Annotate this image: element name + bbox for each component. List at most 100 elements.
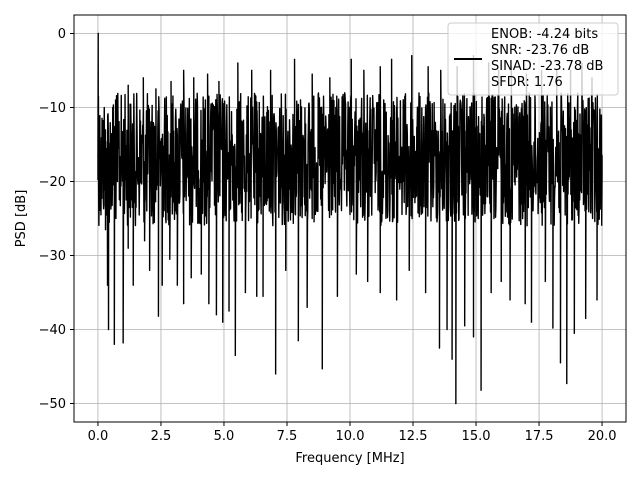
x-tick-label: 17.5 (525, 429, 554, 444)
psd-data-point (350, 58, 352, 61)
psd-data-point (155, 88, 157, 90)
psd-data-point (106, 284, 109, 286)
x-tick-label: 12.5 (399, 429, 428, 444)
psd-data-point (228, 310, 230, 312)
psd-data-point (524, 303, 526, 305)
psd-data-point (183, 303, 185, 305)
psd-data-point (480, 389, 482, 391)
psd-data-point (490, 291, 492, 294)
psd-data-point (244, 291, 246, 294)
psd-data-point (585, 317, 587, 319)
x-tick-label: 15.0 (462, 429, 491, 444)
psd-data-point (293, 58, 296, 61)
y-tick-label: −30 (39, 249, 66, 264)
psd-data-point (321, 368, 323, 370)
x-tick-label: 5.0 (214, 429, 235, 444)
psd-data-point (170, 81, 172, 83)
psd-data-point (97, 95, 100, 97)
psd-data-point (149, 269, 151, 271)
psd-data-point (161, 284, 163, 286)
y-tick-label: 0 (58, 27, 66, 42)
legend-line-snr: SNR: -23.76 dB (491, 43, 589, 58)
psd-data-point (215, 314, 218, 316)
psd-data-point (107, 328, 110, 331)
psd-data-point (251, 69, 253, 72)
psd-data-point (200, 273, 202, 275)
psd-data-point (234, 354, 236, 356)
psd-data-point (122, 342, 124, 344)
legend-line-sinad: SINAD: -23.78 dB (491, 59, 603, 74)
x-tick-label: 0.0 (88, 429, 109, 444)
psd-data-point (193, 77, 195, 79)
y-tick-label: −40 (39, 323, 66, 338)
psd-data-point (411, 55, 413, 57)
psd-data-point (157, 315, 160, 317)
legend-box (447, 22, 619, 96)
psd-data-point (363, 69, 365, 72)
psd-data-point (559, 362, 562, 364)
psd-data-point (573, 332, 575, 334)
psd-data-point (379, 291, 381, 294)
psd-data-point (396, 299, 398, 301)
psd-data-point (306, 306, 308, 308)
psd-data-point (100, 214, 102, 216)
y-axis-label: PSD [dB] (14, 190, 29, 248)
x-tick-label: 2.5 (151, 429, 172, 444)
psd-data-point (455, 402, 457, 405)
psd-data-point (176, 284, 178, 286)
psd-data-point (218, 81, 220, 83)
x-tick-label: 10.0 (336, 429, 365, 444)
psd-data-point (127, 84, 129, 86)
y-axis-ticks: 0 −10 −20 −30 −40 −50 (39, 27, 74, 412)
psd-data-point (509, 299, 511, 301)
psd-data-point (596, 299, 598, 301)
psd-data-point (97, 32, 99, 35)
psd-data-point (427, 66, 429, 68)
psd-data-point (143, 240, 146, 242)
x-tick-label: 7.5 (277, 429, 298, 444)
psd-data-point (256, 295, 258, 297)
psd-data-point (390, 58, 393, 61)
psd-data-point (552, 327, 554, 329)
psd-data-point (297, 340, 299, 342)
psd-trace (97, 32, 603, 405)
psd-data-point (132, 284, 134, 286)
psd-data-point (270, 69, 272, 72)
psd-data-point (169, 258, 171, 260)
series-psd (97, 32, 603, 405)
y-tick-label: −20 (39, 175, 66, 190)
y-tick-label: −50 (39, 397, 66, 412)
psd-data-point (237, 62, 239, 64)
psd-data-point (183, 69, 185, 72)
psd-data-point (408, 269, 410, 271)
legend-line-enob: ENOB: -4.24 bits (491, 27, 598, 42)
psd-data-point (98, 121, 100, 123)
psd-data-point (262, 295, 264, 297)
psd-data-point (601, 155, 603, 157)
psd-data-point (208, 303, 210, 305)
psd-data-point (438, 347, 441, 349)
psd-data-point (425, 291, 427, 294)
psd-data-point (472, 336, 475, 338)
psd-data-point (222, 321, 224, 323)
legend: ENOB: -4.24 bits SNR: -23.76 dB SINAD: -… (447, 22, 619, 96)
psd-data-point (464, 325, 466, 327)
psd-data-point (206, 73, 209, 75)
x-tick-label: 20.0 (588, 429, 617, 444)
psd-data-point (530, 321, 533, 323)
psd-data-point (500, 280, 502, 282)
psd-data-point (113, 343, 115, 345)
psd-data-point (285, 269, 287, 271)
psd-data-point (566, 382, 568, 385)
psd-data-point (275, 373, 277, 375)
psd-data-point (311, 73, 313, 75)
x-axis-label: Frequency [MHz] (295, 451, 404, 466)
psd-data-point (329, 77, 331, 79)
y-tick-label: −10 (39, 101, 66, 116)
psd-data-point (451, 358, 453, 360)
psd-data-point (104, 229, 107, 231)
psd-data-point (142, 77, 144, 79)
psd-data-point (336, 295, 338, 297)
psd-data-point (446, 328, 448, 331)
